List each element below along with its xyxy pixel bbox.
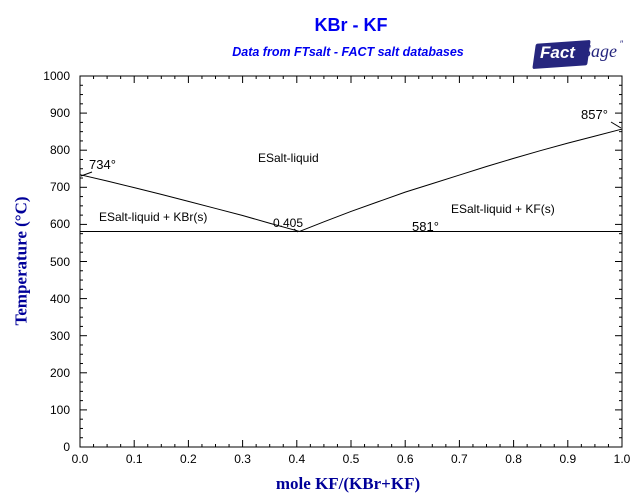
y-tick-label: 0 [63, 440, 70, 454]
factsage-logo-sage-text: Sage [582, 41, 617, 61]
y-tick-label: 500 [49, 254, 70, 269]
x-tick-label: 0.4 [288, 452, 306, 466]
y-tick-label: 600 [49, 217, 70, 232]
x-tick-label: 0.5 [342, 452, 360, 466]
y-tick-label: 100 [49, 402, 70, 417]
region-label-liquid-plus-kf: ESalt-liquid + KF(s) [451, 202, 555, 216]
y-axis-title: Temperature (°C) [11, 196, 31, 326]
plot-frame [79, 75, 623, 448]
x-tick-label: 0.8 [505, 452, 522, 466]
leader-line-857 [610, 121, 622, 129]
x-tick-label: 0.7 [451, 452, 468, 466]
y-tick-label: 400 [49, 291, 70, 306]
x-tick-label: 0.9 [559, 452, 577, 466]
y-tick-label: 900 [49, 106, 70, 121]
y-tick-label: 1000 [43, 69, 70, 83]
region-label-liquid-plus-kbr: ESalt-liquid + KBr(s) [99, 210, 208, 224]
y-tick-label: 700 [49, 180, 70, 195]
y-tick-label: 200 [49, 365, 70, 380]
chart-subtitle: Data from FTsalt - FACT salt databases [232, 45, 464, 59]
series-liquidus-KBr-branch [79, 174, 300, 232]
annotation-eutectic-temperature: 581° [412, 219, 439, 234]
factsage-logo-trademark: ″ [620, 39, 624, 49]
region-label-liquid: ESalt-liquid [258, 151, 319, 165]
factsage-logo-fact-text: Fact [540, 43, 575, 62]
x-tick-label: 0.2 [180, 452, 197, 466]
x-axis-title: mole KF/(KBr+KF) [275, 474, 421, 493]
chart-title: KBr - KF [314, 15, 388, 35]
annotation-eutectic-composition: 0.405 [273, 216, 304, 230]
y-tick-label: 300 [49, 328, 70, 343]
annotation-kf-melting-point: 857° [581, 107, 608, 122]
x-tick-label: 0.3 [234, 452, 251, 466]
annotation-kbr-melting-point: 734° [89, 157, 116, 172]
factsage-logo: Fact Sage ″ [531, 39, 635, 73]
x-tick-label: 1.0 [613, 452, 631, 466]
x-tick-label: 0.1 [125, 452, 143, 466]
x-tick-label: 0.0 [71, 452, 89, 466]
series-liquidus-KF-branch [299, 128, 623, 232]
x-tick-label: 0.6 [396, 452, 414, 466]
y-tick-label: 800 [49, 143, 70, 158]
